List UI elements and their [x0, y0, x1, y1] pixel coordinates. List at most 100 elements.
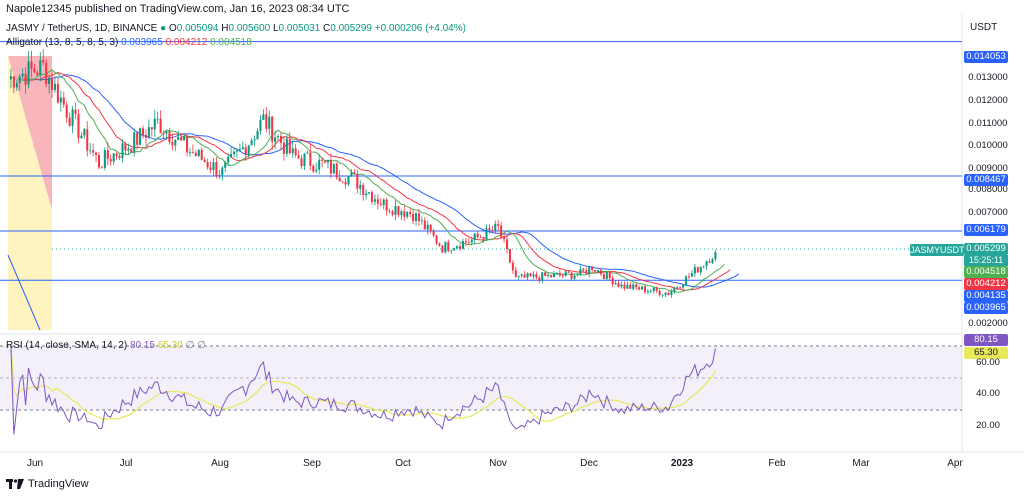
time-tick: Aug: [211, 458, 229, 469]
candle-body: [197, 149, 200, 156]
candle-body: [614, 283, 617, 285]
candle-body: [447, 242, 450, 251]
candle-body: [523, 274, 526, 278]
candle-body: [238, 149, 241, 151]
candle-body: [162, 133, 165, 135]
time-tick: Feb: [768, 458, 786, 469]
candle-body: [388, 210, 391, 212]
candle-body: [109, 159, 112, 162]
price-tick: 0.011000: [968, 118, 1008, 129]
candle-body: [33, 68, 36, 73]
candle-body: [338, 177, 341, 182]
tradingview-logo-icon: [6, 479, 24, 489]
candle-body: [412, 214, 415, 222]
candle-body: [74, 109, 77, 114]
legend-close: 0.005299: [330, 23, 372, 34]
candle-body: [514, 270, 517, 277]
price-tick: 0.012000: [968, 95, 1008, 106]
legend-change: +0.000206 (+4.04%): [374, 23, 466, 34]
time-tick: Jul: [119, 458, 133, 469]
candle-body: [441, 245, 444, 253]
price-tick: 0.013000: [968, 72, 1008, 83]
legend-alligator-label[interactable]: Alligator (13, 8, 5, 8, 5, 3): [6, 37, 119, 48]
candle-body: [476, 233, 479, 238]
candle-body: [303, 153, 306, 167]
candle-body: [353, 172, 356, 174]
candle-body: [629, 284, 632, 289]
candle-body: [59, 97, 62, 103]
candle-body: [362, 184, 365, 195]
legend-symbol[interactable]: JASMY / TetherUS, 1D, BINANCE: [6, 23, 158, 34]
candle-body: [503, 237, 506, 240]
candle-body: [588, 266, 591, 274]
candle-body: [221, 167, 224, 176]
alligator-teeth-line: [22, 71, 731, 291]
price-tick: 0.008000: [968, 184, 1008, 195]
candle-body: [259, 119, 262, 131]
candle-body: [312, 165, 315, 172]
rsi-sma-line: [10, 345, 716, 422]
candle-body: [171, 141, 174, 146]
candle-body: [655, 287, 658, 291]
candle-body: [379, 203, 382, 205]
candle-body: [45, 62, 48, 84]
legend-open: 0.005094: [176, 23, 219, 34]
candle-body: [576, 274, 579, 276]
legend-alligator-row: Alligator (13, 8, 5, 8, 5, 3) 0.003965 0…: [6, 36, 466, 50]
candle-body: [561, 275, 564, 277]
candle-body: [664, 292, 667, 295]
candle-body: [461, 241, 465, 249]
candle-body: [253, 139, 256, 141]
tradingview-logo[interactable]: TradingView: [6, 478, 89, 490]
candle-body: [585, 270, 588, 274]
candle-body: [30, 61, 33, 69]
candle-body: [552, 273, 556, 278]
rsi-chip: 80.15: [964, 334, 1008, 346]
candle-body: [279, 136, 283, 143]
candle-body: [558, 272, 561, 276]
candle-body: [505, 239, 509, 250]
horizontal-levels: [0, 41, 962, 281]
candle-body: [414, 213, 418, 222]
candle-body: [638, 287, 641, 290]
candle-body: [165, 131, 168, 134]
candle-body: [341, 181, 344, 183]
legend-open-label: O: [168, 23, 177, 34]
candle-body: [215, 162, 218, 176]
candle-body: [532, 274, 535, 277]
candle-body: [488, 228, 491, 230]
candle-body: [56, 83, 59, 103]
time-tick: Mar: [852, 458, 870, 469]
candle-body: [705, 261, 708, 266]
candle-body: [567, 271, 570, 273]
current-price-chip: 0.005299: [964, 243, 1008, 255]
candle-body: [265, 114, 268, 129]
candle-body: [209, 167, 212, 170]
candle-body: [147, 127, 150, 138]
candle-body: [382, 199, 385, 205]
candle-body: [256, 130, 259, 140]
candle-body: [62, 97, 65, 105]
candle-body: [21, 73, 24, 77]
candle-body: [212, 162, 215, 170]
level-chip: 0.008467: [964, 174, 1008, 186]
candle-body: [403, 211, 406, 217]
rsi-legend-label[interactable]: RSI (14, close, SMA, 14, 2): [6, 340, 128, 351]
candle-body: [285, 138, 288, 154]
candle-body: [153, 118, 156, 130]
rsi-line: [10, 345, 716, 435]
price-tick: 0.007000: [968, 207, 1008, 218]
level-chip: 0.014053: [964, 51, 1008, 63]
candle-body: [188, 152, 192, 153]
candle-body: [409, 212, 412, 215]
candle-body: [130, 148, 133, 153]
candle-body: [438, 243, 441, 246]
candle-body: [156, 118, 159, 120]
candle-body: [482, 237, 485, 240]
candle-body: [432, 231, 435, 236]
candle-body: [641, 286, 644, 290]
candle-body: [376, 199, 379, 204]
candle-body: [326, 159, 329, 163]
rsi-tick: 20.00: [976, 420, 1000, 431]
